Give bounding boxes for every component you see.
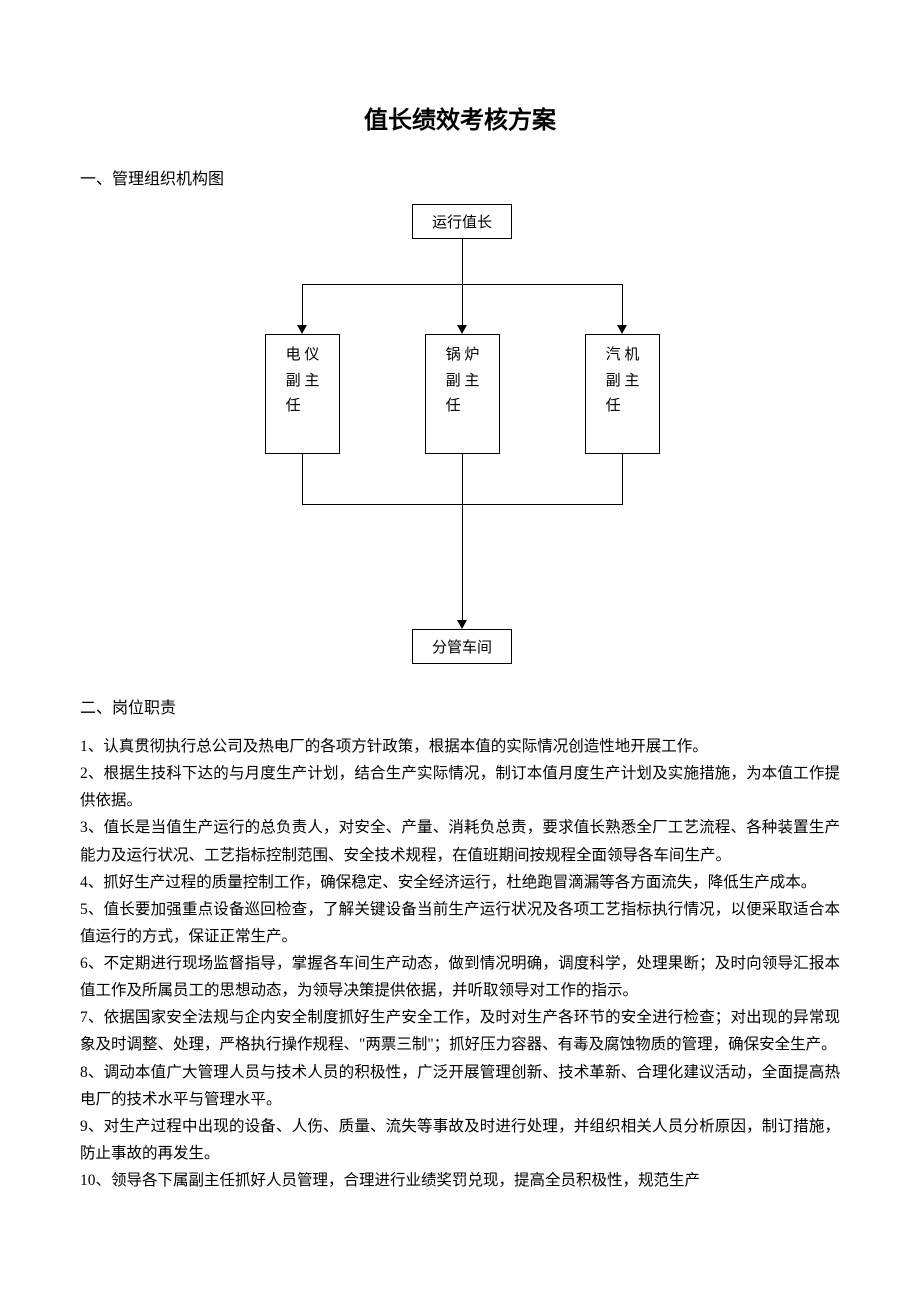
node-bottom-label: 分管车间	[432, 636, 492, 657]
node-center-line2: 副 主	[446, 369, 480, 395]
duty-item: 8、调动本值广大管理人员与技术人员的积极性，广泛开展管理创新、技术革新、合理化建…	[80, 1059, 840, 1113]
duty-item: 3、值长是当值生产运行的总负责人，对安全、产量、消耗负总责，要求值长熟悉全厂工艺…	[80, 814, 840, 868]
edge-line	[622, 454, 623, 504]
duty-item: 9、对生产过程中出现的设备、人伤、质量、流失等事故及时进行处理，并组织相关人员分…	[80, 1113, 840, 1167]
node-left-line2: 副 主	[286, 369, 320, 395]
duty-item: 4、抓好生产过程的质量控制工作，确保稳定、安全经济运行，杜绝跑冒滴漏等各方面流失…	[80, 869, 840, 896]
node-center-line1: 锅 炉	[446, 343, 480, 369]
node-left-line1: 电 仪	[286, 343, 320, 369]
edge-line	[302, 454, 303, 504]
node-center: 锅 炉 副 主 任	[425, 334, 500, 454]
node-left: 电 仪 副 主 任	[265, 334, 340, 454]
edge-line	[302, 284, 303, 326]
duty-item: 2、根据生技科下达的与月度生产计划，结合生产实际情况，制订本值月度生产计划及实施…	[80, 760, 840, 814]
edge-line	[462, 239, 463, 284]
arrow-icon	[457, 620, 467, 629]
node-right-line3: 任	[606, 394, 640, 420]
arrow-icon	[617, 325, 627, 334]
node-right-line1: 汽 机	[606, 343, 640, 369]
duty-item: 1、认真贯彻执行总公司及热电厂的各项方针政策，根据本值的实际情况创造性地开展工作…	[80, 733, 840, 760]
section2-heading: 二、岗位职责	[80, 694, 840, 718]
node-center-line3: 任	[446, 394, 480, 420]
arrow-icon	[297, 325, 307, 334]
document-title: 值长绩效考核方案	[80, 100, 840, 135]
duties-list: 1、认真贯彻执行总公司及热电厂的各项方针政策，根据本值的实际情况创造性地开展工作…	[80, 733, 840, 1194]
duty-item: 10、领导各下属副主任抓好人员管理，合理进行业绩奖罚兑现，提高全员积极性，规范生…	[80, 1167, 840, 1194]
arrow-icon	[457, 325, 467, 334]
duty-item: 6、不定期进行现场监督指导，掌握各车间生产动态，做到情况明确，调度科学，处理果断…	[80, 950, 840, 1004]
node-top-label: 运行值长	[432, 211, 492, 232]
edge-line	[462, 284, 463, 326]
edge-line	[462, 454, 463, 504]
edge-line	[462, 504, 463, 621]
node-bottom: 分管车间	[412, 629, 512, 664]
node-top: 运行值长	[412, 204, 512, 239]
node-left-line3: 任	[286, 394, 320, 420]
node-right-line2: 副 主	[606, 369, 640, 395]
duty-item: 5、值长要加强重点设备巡回检查，了解关键设备当前生产运行状况及各项工艺指标执行情…	[80, 896, 840, 950]
duty-item: 7、依据国家安全法规与企内安全制度抓好生产安全工作，及时对生产各环节的安全进行检…	[80, 1004, 840, 1058]
org-flowchart: 运行值长 电 仪 副 主 任 锅 炉 副 主 任 汽 机 副 主 任	[180, 204, 740, 674]
edge-line	[622, 284, 623, 326]
node-right: 汽 机 副 主 任	[585, 334, 660, 454]
section1-heading: 一、管理组织机构图	[80, 165, 840, 189]
